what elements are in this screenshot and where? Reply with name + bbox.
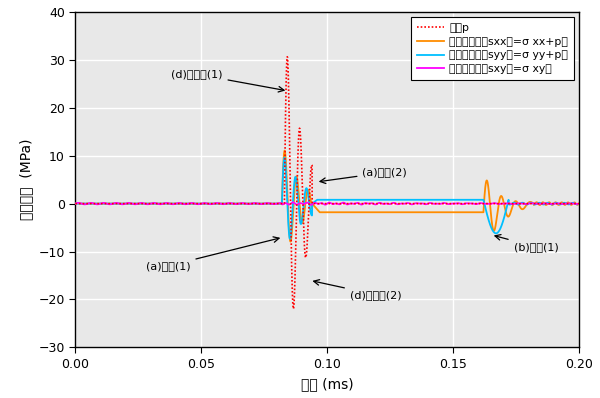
偏差応力成分sxx（=σ xx+p） xyxy=(254,201,261,206)
偏差応力成分sxx（=σ xx+p） xyxy=(392,210,399,215)
偏差応力成分sxy（=σ xy） xyxy=(307,203,314,207)
圧力p xyxy=(97,201,104,206)
偏差応力成分sxy（=σ xy） xyxy=(97,201,104,206)
偏差応力成分sxx（=σ xx+p） xyxy=(71,201,79,206)
圧力p xyxy=(472,201,479,206)
圧力p xyxy=(254,201,261,206)
偏差応力成分sxx（=σ xx+p） xyxy=(445,210,452,215)
偏差応力成分syy（=σ yy+p） xyxy=(254,201,261,206)
偏差応力成分syy（=σ yy+p） xyxy=(472,197,479,202)
Line: 偏差応力成分syy（=σ yy+p）: 偏差応力成分syy（=σ yy+p） xyxy=(75,158,579,239)
偏差応力成分syy（=σ yy+p） xyxy=(97,201,104,206)
偏差応力成分sxx（=σ xx+p） xyxy=(370,210,377,215)
圧力p xyxy=(392,201,399,206)
圧力p xyxy=(370,201,377,206)
偏差応力成分syy（=σ yy+p） xyxy=(392,197,399,202)
偏差応力成分sxy（=σ xy） xyxy=(575,201,583,206)
圧力p xyxy=(71,201,79,206)
偏差応力成分syy（=σ yy+p） xyxy=(281,155,288,160)
偏差応力成分sxy（=σ xy） xyxy=(71,201,79,206)
Text: (d)圧力波(2): (d)圧力波(2) xyxy=(314,280,401,300)
Line: 圧力p: 圧力p xyxy=(75,57,579,309)
偏差応力成分sxy（=σ xy） xyxy=(392,201,399,206)
偏差応力成分sxy（=σ xy） xyxy=(472,202,479,207)
偏差応力成分sxx（=σ xx+p） xyxy=(97,201,104,206)
Line: 偏差応力成分sxy（=σ xy）: 偏差応力成分sxy（=σ xy） xyxy=(75,202,579,205)
X-axis label: 時刻 (ms): 時刻 (ms) xyxy=(301,377,353,391)
偏差応力成分syy（=σ yy+p） xyxy=(445,197,452,202)
偏差応力成分sxy（=σ xy） xyxy=(445,202,452,207)
Legend: 圧力p, 偏差応力成分sxx（=σ xx+p）, 偏差応力成分syy（=σ yy+p）, 偏差応力成分sxy（=σ xy）: 圧力p, 偏差応力成分sxx（=σ xx+p）, 偏差応力成分syy（=σ yy… xyxy=(412,18,574,80)
圧力p xyxy=(445,201,452,206)
Y-axis label: 応力成分  (MPa): 応力成分 (MPa) xyxy=(19,139,33,220)
Text: (b)横波(1): (b)横波(1) xyxy=(495,234,559,252)
Line: 偏差応力成分sxx（=σ xx+p）: 偏差応力成分sxx（=σ xx+p） xyxy=(75,150,579,242)
偏差応力成分sxx（=σ xx+p） xyxy=(281,148,288,153)
偏差応力成分syy（=σ yy+p） xyxy=(286,236,293,241)
Text: (d)圧力波(1): (d)圧力波(1) xyxy=(171,69,284,92)
圧力p xyxy=(290,306,297,311)
偏差応力成分sxx（=σ xx+p） xyxy=(575,201,583,206)
偏差応力成分sxx（=σ xx+p） xyxy=(287,239,294,244)
圧力p xyxy=(575,201,583,206)
Text: (a)縦波(1): (a)縦波(1) xyxy=(146,237,279,271)
偏差応力成分syy（=σ yy+p） xyxy=(71,201,79,206)
偏差応力成分syy（=σ yy+p） xyxy=(575,201,583,206)
偏差応力成分sxy（=σ xy） xyxy=(289,200,296,205)
偏差応力成分sxx（=σ xx+p） xyxy=(472,210,479,215)
偏差応力成分sxy（=σ xy） xyxy=(254,201,261,206)
偏差応力成分syy（=σ yy+p） xyxy=(370,197,377,202)
偏差応力成分sxy（=σ xy） xyxy=(370,201,377,206)
圧力p xyxy=(284,55,291,59)
Text: (a)縦波(2): (a)縦波(2) xyxy=(320,168,407,183)
